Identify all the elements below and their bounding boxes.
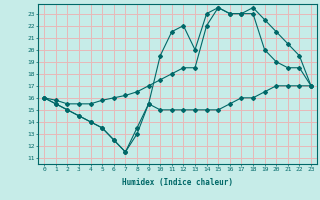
X-axis label: Humidex (Indice chaleur): Humidex (Indice chaleur) <box>122 178 233 187</box>
